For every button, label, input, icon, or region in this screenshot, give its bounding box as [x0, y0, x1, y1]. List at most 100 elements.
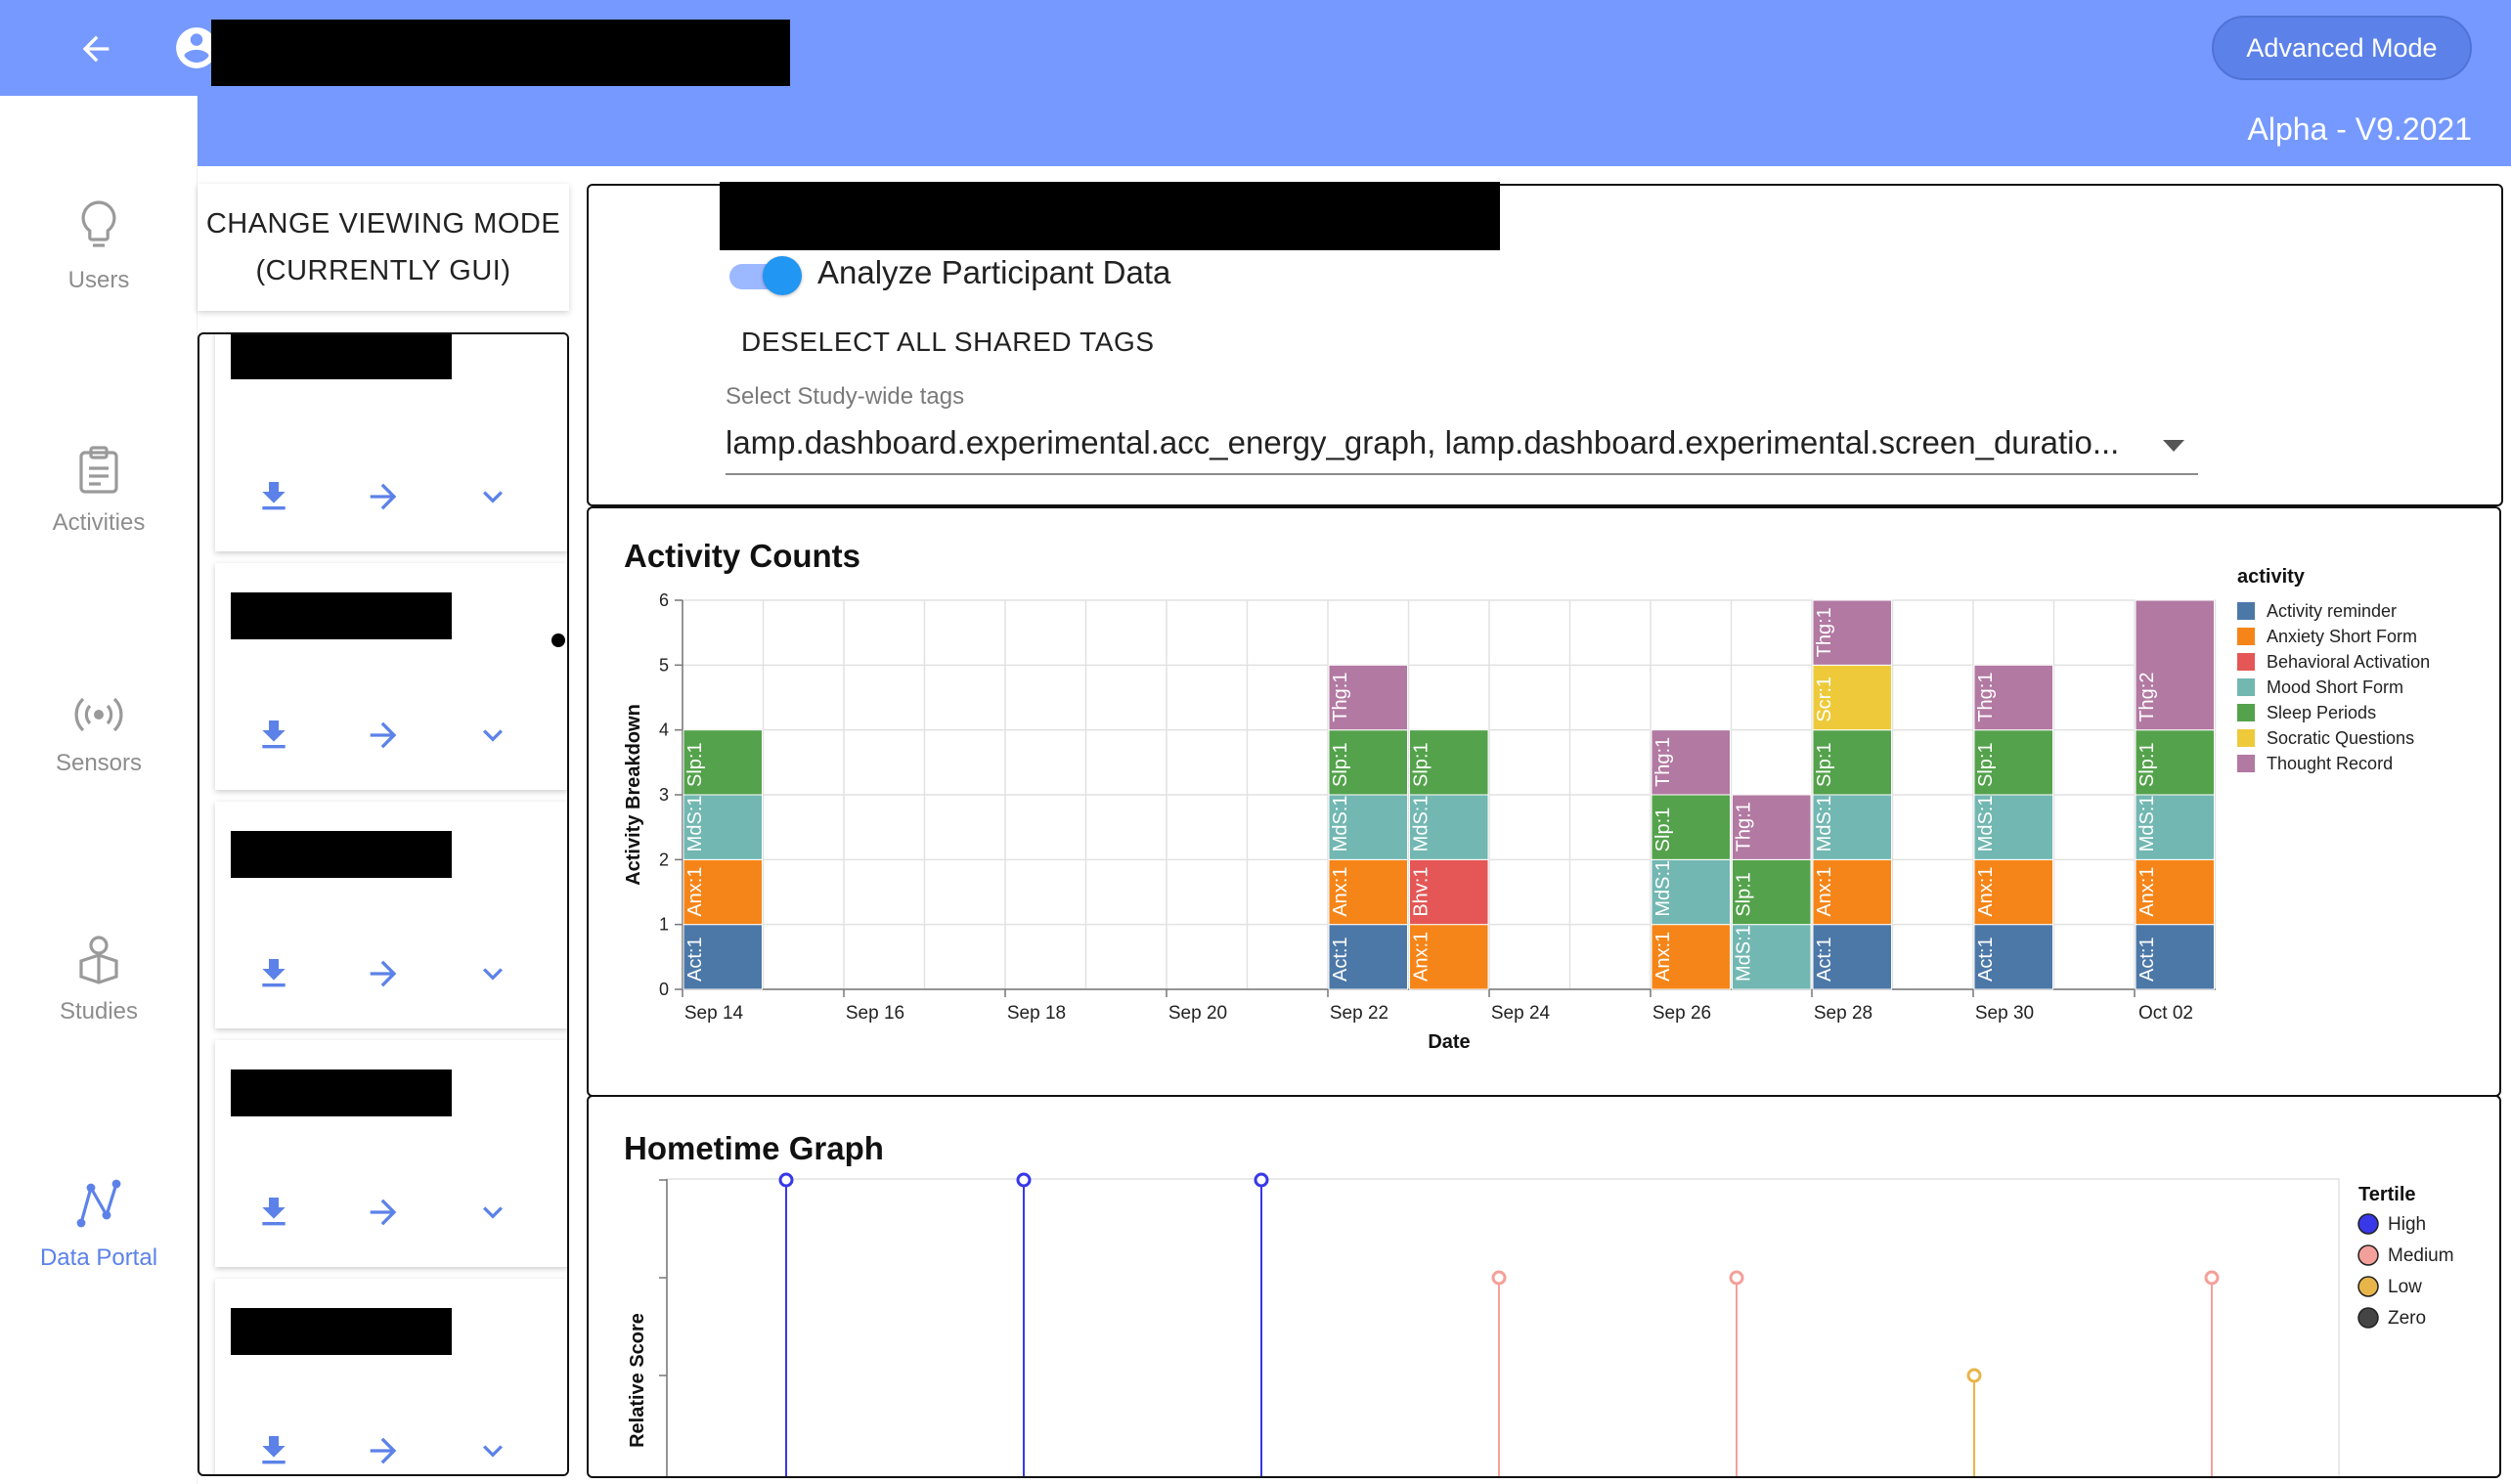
participant-card[interactable]: [215, 1279, 567, 1474]
clipboard-icon: [79, 446, 118, 494]
download-button[interactable]: [254, 1193, 293, 1232]
sidebar-item-activities[interactable]: Activities: [0, 393, 198, 589]
x-tick-label: Sep 28: [1814, 1003, 1872, 1024]
sidebar-item-label: Studies: [59, 998, 139, 1025]
participant-card[interactable]: [215, 802, 567, 1028]
bar-segment: [2135, 599, 2215, 731]
bar-label: MdS:1: [2137, 796, 2158, 852]
activity-counts-panel: Activity Counts 0 1 2 3 4 5 6 Sep 14 Sep 16 Sep 1…: [587, 506, 2501, 1097]
legend-swatch: [2237, 678, 2255, 696]
arrow-right-icon: [370, 721, 397, 749]
bar-label: Anx:1: [1814, 867, 1835, 917]
download-icon: [262, 720, 286, 749]
legend-label: High: [2388, 1214, 2426, 1235]
sidebar-item-sensors[interactable]: Sensors: [0, 637, 198, 833]
scroll-indicator-dot: [551, 633, 565, 647]
bar-label: Slp:1: [684, 742, 706, 787]
legend-label: Sleep Periods: [2267, 703, 2376, 722]
bar-label: Anx:1: [1411, 932, 1432, 982]
change-viewing-mode-button[interactable]: CHANGE VIEWING MODE (CURRENTLY GUI): [198, 184, 569, 311]
hometime-graph-title: Hometime Graph: [624, 1130, 884, 1166]
download-button[interactable]: [254, 477, 293, 516]
lightbulb-icon: [81, 200, 116, 247]
participant-actions: [254, 954, 548, 993]
download-button[interactable]: [254, 954, 293, 993]
bar-segment: [1409, 858, 1489, 926]
arrow-right-icon: [370, 960, 397, 987]
download-button[interactable]: [254, 1431, 293, 1470]
bar-segment: [1812, 599, 1892, 666]
bar-label: Slp:1: [1975, 742, 1997, 787]
bar-label: MdS:1: [1411, 796, 1432, 852]
open-participant-button[interactable]: [364, 954, 403, 993]
chevron-down-icon: [483, 1445, 503, 1458]
sidebar-item-studies[interactable]: Studies: [0, 882, 198, 1077]
activity-counts-chart: 0 1 2 3 4 5 6 Sep 14 Sep 16 Sep 18 Sep 20 Sep 22 Sep…: [623, 566, 2430, 1053]
download-button[interactable]: [254, 716, 293, 755]
study-tags-label: Select Study-wide tags: [726, 383, 965, 410]
bar-label: Thg:1: [1734, 802, 1755, 851]
redacted-participant-id: [231, 1308, 452, 1355]
bar-segment: [1973, 858, 2053, 926]
legend-title: Tertile: [2358, 1184, 2416, 1205]
download-icon: [262, 959, 286, 987]
toggle-knob: [763, 256, 802, 295]
participant-actions: [254, 1193, 548, 1232]
bar-segment: [1651, 729, 1731, 796]
chevron-down-icon: [483, 729, 503, 742]
legend-label: Activity reminder: [2267, 601, 2397, 621]
participant-actions: [254, 477, 548, 516]
y-tick-label: 0: [659, 980, 669, 999]
redacted-participant-id: [231, 1069, 452, 1116]
open-participant-button[interactable]: [364, 1193, 403, 1232]
lollipop-point: [1016, 1172, 1032, 1188]
y-tick-label: 5: [659, 655, 669, 675]
expand-button[interactable]: [473, 716, 512, 755]
bar-segment: [1328, 924, 1408, 990]
back-button[interactable]: [68, 22, 123, 76]
lollipop-point: [1254, 1172, 1269, 1188]
sidebar-item-users[interactable]: Users: [0, 149, 198, 344]
bar-segment: [2135, 794, 2215, 860]
legend-label: Behavioral Activation: [2267, 652, 2430, 672]
expand-button[interactable]: [473, 1193, 512, 1232]
study-tags-select[interactable]: lamp.dashboard.experimental.acc_energy_g…: [726, 418, 2198, 475]
bar-label: Anx:1: [1330, 867, 1351, 917]
expand-button[interactable]: [473, 477, 512, 516]
x-tick-label: Sep 26: [1652, 1003, 1711, 1024]
x-tick-label: Sep 24: [1491, 1003, 1551, 1024]
version-label: Alpha - V9.2021: [2247, 111, 2473, 147]
bar-segment: [1973, 729, 2053, 796]
download-icon: [262, 1436, 286, 1464]
participant-card[interactable]: [215, 334, 567, 551]
expand-button[interactable]: [473, 954, 512, 993]
bar-label: Slp:1: [2137, 742, 2158, 787]
x-tick-label: Sep 20: [1168, 1003, 1227, 1024]
sidebar-item-data-portal[interactable]: Data Portal: [0, 1126, 198, 1322]
participant-card[interactable]: [215, 1040, 567, 1267]
download-icon: [262, 1198, 286, 1226]
bar-label: Anx:1: [684, 867, 706, 917]
bar-label: Bhv:1: [1411, 867, 1432, 917]
participant-actions: [254, 716, 548, 755]
lollipop-point: [1729, 1270, 1744, 1286]
bar-segment: [2135, 924, 2215, 990]
advanced-mode-button[interactable]: Advanced Mode: [2212, 16, 2472, 80]
open-participant-button[interactable]: [364, 1431, 403, 1470]
bar-label: Slp:1: [1734, 872, 1755, 917]
legend: activity Activity reminder Anxiety Short F…: [2237, 566, 2430, 773]
expand-button[interactable]: [473, 1431, 512, 1470]
deselect-all-shared-tags-button[interactable]: DESELECT ALL SHARED TAGS: [741, 327, 1155, 357]
participant-list[interactable]: [198, 332, 569, 1476]
sidebar: Users Activities Sensors Studies Data Po…: [0, 96, 198, 1484]
open-participant-button[interactable]: [364, 716, 403, 755]
bar-label: Thg:1: [1652, 737, 1674, 787]
redacted-user-name: [211, 20, 790, 86]
analyze-participant-data-toggle[interactable]: [727, 252, 802, 295]
participant-card[interactable]: [215, 563, 567, 790]
account-icon[interactable]: [172, 23, 221, 72]
legend-label: Anxiety Short Form: [2267, 627, 2417, 646]
legend-swatch: [2357, 1244, 2379, 1266]
open-participant-button[interactable]: [364, 477, 403, 516]
bar-label: MdS:1: [684, 796, 706, 852]
